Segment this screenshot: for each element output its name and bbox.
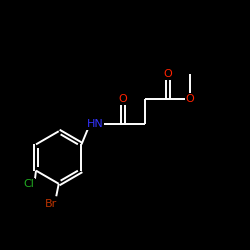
Text: O: O (118, 94, 127, 104)
Text: HN: HN (87, 119, 104, 129)
Text: O: O (163, 69, 172, 79)
Text: O: O (186, 94, 194, 104)
Text: Cl: Cl (23, 179, 34, 189)
Text: Br: Br (45, 199, 58, 209)
